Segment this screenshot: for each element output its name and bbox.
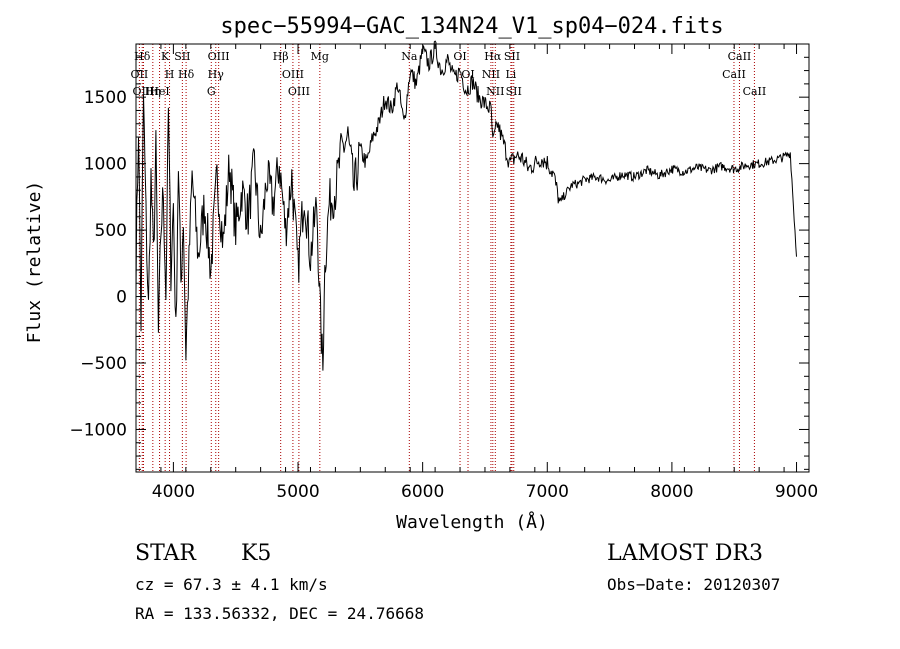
spectral-line-label: CaII [743, 85, 767, 98]
y-tick-label: 500 [95, 221, 127, 241]
obs-date: Obs−Date: 20120307 [607, 575, 780, 594]
object-class: STAR [135, 541, 197, 566]
spectral-line-label: SII [504, 50, 520, 63]
y-axis-label: Flux (relative) [24, 181, 45, 344]
spectral-line-label: SII [174, 50, 190, 63]
x-tick-label: 7000 [526, 482, 569, 502]
spectral-line-label: Mg [311, 50, 329, 63]
redshift-readout: cz = 67.3 ± 4.1 km/s [135, 575, 328, 594]
spectral-line-label: Hγ [208, 68, 225, 81]
y-tick-label: 1500 [84, 88, 127, 108]
spectral-line-label: OI [453, 50, 466, 63]
x-tick-label: 9000 [775, 482, 818, 502]
survey-name: LAMOST DR3 [607, 541, 763, 566]
y-tick-label: −500 [80, 354, 127, 374]
object-subclass: K5 [241, 541, 271, 566]
flux-series-line [135, 40, 797, 371]
spectral-line-label: G [207, 85, 216, 98]
spectral-line-label: OI [461, 68, 474, 81]
spectral-line-label: Li [505, 68, 516, 81]
spectral-line-label: CaII [722, 68, 746, 81]
axis-tick-labels: 4000 5000 6000 7000 8000 9000 −1000 −500 0 500 100… [69, 88, 818, 502]
spectral-line-label: H [165, 68, 175, 81]
spectral-line-label: OIII [132, 85, 154, 98]
spectral-line-label: OIII [282, 68, 304, 81]
spectral-line-label: NII [486, 85, 504, 98]
spectral-line-label: Hη [145, 85, 161, 98]
chart-title: spec−55994−GAC_134N24_V1_sp04−024.fits [220, 14, 723, 39]
spectral-line-label: OII [131, 68, 149, 81]
spectral-line-label: OIII [288, 85, 310, 98]
plot-frame [135, 43, 810, 473]
spectral-line-label: Na [401, 50, 418, 63]
y-tick-label: −1000 [69, 420, 127, 440]
spectral-line-label: Hα [484, 50, 502, 63]
axis-ticks [135, 43, 810, 472]
spectral-line-label: CaII [728, 50, 752, 63]
spectral-line-label: HeI [149, 85, 169, 98]
spectral-line-label: SII [506, 85, 522, 98]
x-tick-label: 8000 [650, 482, 693, 502]
x-tick-label: 5000 [276, 482, 319, 502]
y-tick-label: 1000 [84, 155, 127, 175]
spectral-line-label: Hδ [134, 50, 151, 63]
spectral-line-label: NII [482, 68, 500, 81]
x-tick-label: 4000 [152, 482, 195, 502]
x-tick-label: 6000 [401, 482, 444, 502]
spectral-line-label: Hβ [273, 50, 289, 63]
spectral-line-label: OIII [208, 50, 230, 63]
y-tick-label: 0 [116, 288, 127, 308]
coordinates: RA = 133.56332, DEC = 24.76668 [135, 604, 424, 623]
spectral-line-label: K [161, 50, 170, 63]
x-axis-label: Wavelength (Å) [396, 511, 548, 533]
spectral-line-label: Hδ [178, 68, 195, 81]
spectral-line-markers [138, 44, 755, 472]
